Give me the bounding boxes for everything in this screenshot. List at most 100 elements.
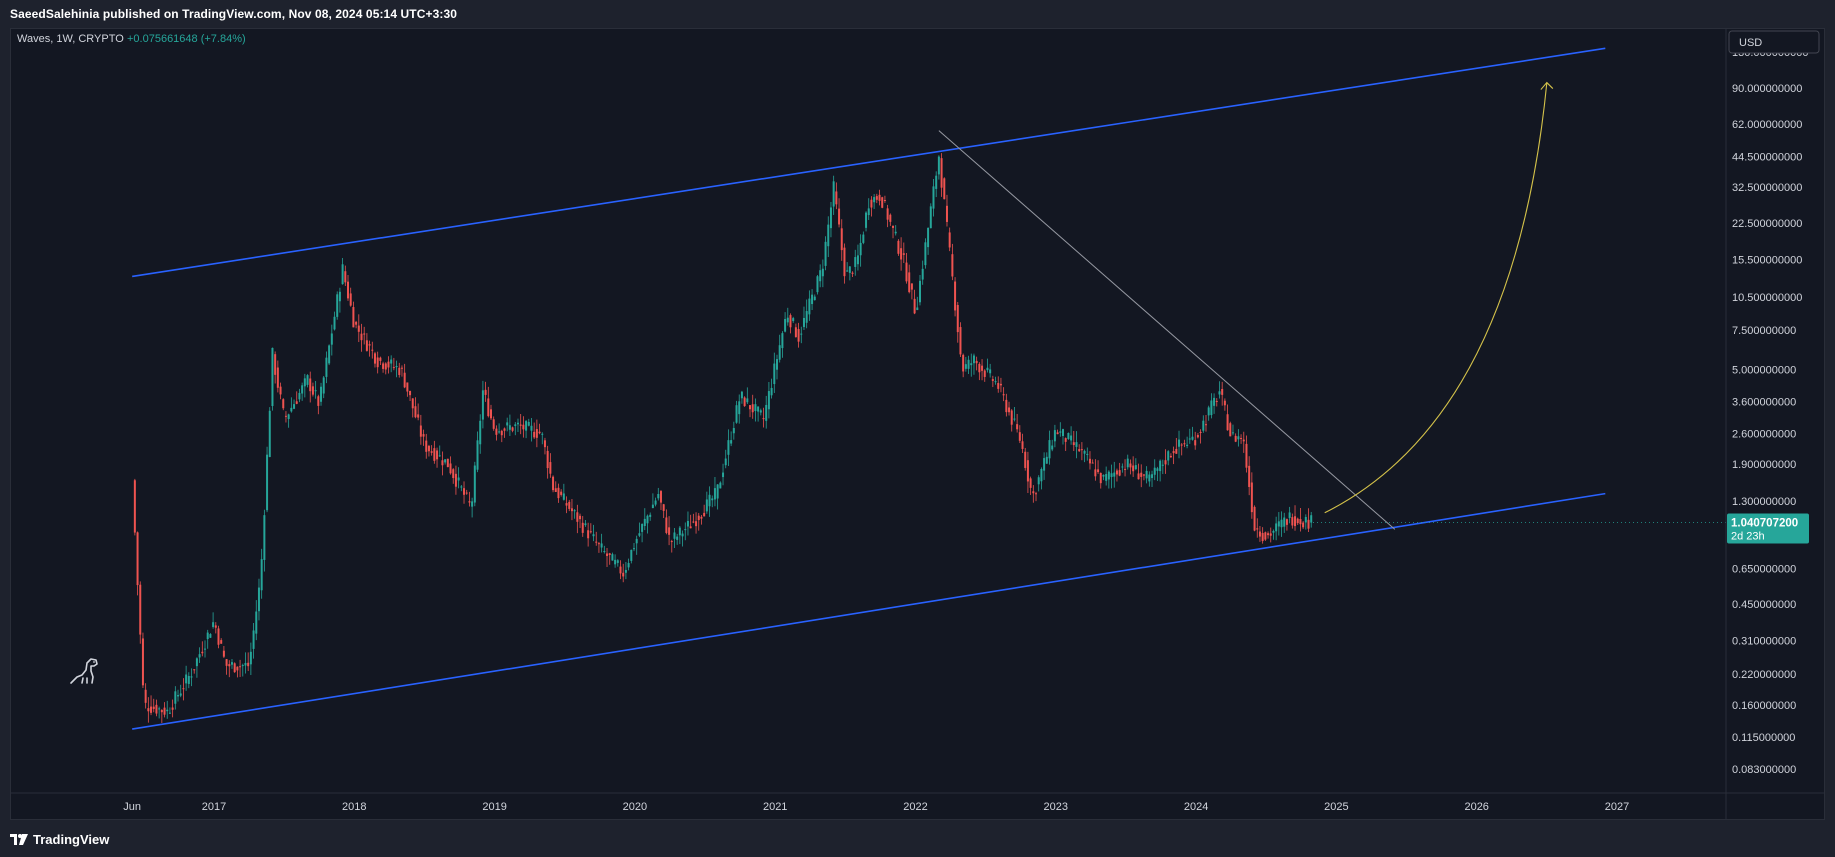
candle-body bbox=[967, 359, 970, 369]
x-tick-label: 2023 bbox=[1044, 801, 1068, 813]
candle-body bbox=[1307, 519, 1310, 529]
candle-body bbox=[220, 640, 223, 644]
candle-body bbox=[627, 562, 630, 568]
candle-body bbox=[999, 383, 1002, 386]
candle-body bbox=[619, 566, 622, 574]
x-tick-label: 2017 bbox=[202, 801, 226, 813]
candle-body bbox=[252, 630, 255, 649]
candle-body bbox=[1124, 468, 1127, 470]
candle-body bbox=[287, 414, 290, 420]
candle-body bbox=[630, 549, 633, 561]
candle-body bbox=[951, 254, 954, 277]
candles bbox=[133, 153, 1313, 724]
candle-body bbox=[452, 469, 455, 479]
currency-label[interactable]: USD bbox=[1739, 37, 1762, 49]
channel-lower-line[interactable] bbox=[132, 492, 1606, 730]
candle-body bbox=[1026, 460, 1029, 482]
candle-body bbox=[147, 708, 150, 712]
candle-body bbox=[1223, 400, 1226, 406]
candle-body bbox=[614, 559, 617, 565]
candle-body bbox=[792, 318, 795, 322]
candle-body bbox=[708, 494, 711, 507]
candle-body bbox=[1035, 493, 1038, 495]
currency-selector-box[interactable] bbox=[1728, 30, 1820, 54]
candle-body bbox=[282, 399, 285, 409]
y-tick-label: 0.115000000 bbox=[1732, 732, 1795, 744]
candle-body bbox=[268, 410, 271, 457]
candle-body bbox=[1267, 533, 1270, 536]
candle-body bbox=[700, 516, 703, 519]
candle-body bbox=[997, 383, 1000, 389]
candle-body bbox=[379, 357, 382, 361]
trendline[interactable] bbox=[938, 130, 1396, 530]
candle-body bbox=[1153, 467, 1156, 475]
candle-body bbox=[516, 422, 519, 425]
candle-body bbox=[1237, 436, 1240, 440]
candle-body bbox=[584, 523, 587, 526]
channel-upper-line[interactable] bbox=[132, 47, 1606, 278]
brand[interactable]: TradingView bbox=[10, 832, 109, 847]
candle-body bbox=[786, 317, 789, 323]
candle-body bbox=[746, 398, 749, 403]
candle-body bbox=[1048, 440, 1051, 459]
candle-body bbox=[805, 311, 808, 323]
candle-body bbox=[684, 529, 687, 531]
candle-body bbox=[1107, 471, 1110, 480]
candle-body bbox=[824, 241, 827, 266]
candle-body bbox=[902, 253, 905, 255]
last-price-value: 1.040707200 bbox=[1731, 518, 1798, 530]
candle-body bbox=[991, 379, 994, 381]
y-tick-label: 0.310000000 bbox=[1732, 636, 1796, 648]
candle-body bbox=[150, 706, 153, 713]
candle-body bbox=[387, 361, 390, 368]
candle-body bbox=[481, 390, 484, 420]
candle-body bbox=[438, 455, 441, 457]
candle-body bbox=[727, 440, 730, 455]
candle-body bbox=[597, 543, 600, 545]
candle-body bbox=[738, 401, 741, 415]
candle-body bbox=[247, 662, 250, 667]
candle-body bbox=[371, 349, 374, 351]
candle-body bbox=[705, 499, 708, 512]
candle-body bbox=[212, 622, 215, 627]
candle-body bbox=[770, 387, 773, 396]
dinosaur-icon bbox=[70, 658, 98, 684]
candle-body bbox=[349, 293, 352, 306]
candle-body bbox=[495, 428, 498, 435]
candle-body bbox=[932, 186, 935, 209]
candle-body bbox=[1167, 451, 1170, 461]
candle-body bbox=[732, 428, 735, 434]
candle-body bbox=[395, 365, 398, 368]
candle-body bbox=[778, 345, 781, 360]
candle-body bbox=[622, 572, 625, 577]
y-tick-label: 2.600000000 bbox=[1732, 428, 1796, 440]
candle-body bbox=[892, 225, 895, 228]
candle-body bbox=[1010, 410, 1013, 425]
brand-name[interactable]: TradingView bbox=[33, 832, 110, 847]
candle-body bbox=[244, 662, 247, 666]
candle-body bbox=[929, 206, 932, 229]
candle-body bbox=[330, 333, 333, 345]
candle-body bbox=[808, 298, 811, 315]
candle-body bbox=[1097, 469, 1100, 473]
candle-body bbox=[1199, 431, 1202, 434]
candle-body bbox=[1151, 474, 1154, 478]
candle-body bbox=[338, 291, 341, 302]
candle-body bbox=[832, 181, 835, 207]
candle-body bbox=[765, 404, 768, 421]
candle-body bbox=[743, 397, 746, 407]
candle-body bbox=[546, 450, 549, 469]
candle-body bbox=[835, 191, 838, 205]
candle-body bbox=[1005, 399, 1008, 413]
candle-body bbox=[1188, 438, 1191, 440]
candle-body bbox=[573, 510, 576, 512]
candle-body bbox=[1277, 521, 1280, 527]
candle-body bbox=[681, 533, 684, 537]
chart-frame[interactable]: 130.00000000090.00000000062.00000000044.… bbox=[10, 28, 1825, 820]
currency-selector[interactable]: USD bbox=[1728, 30, 1820, 54]
candle-body bbox=[1156, 468, 1159, 471]
chart-svg[interactable]: 130.00000000090.00000000062.00000000044.… bbox=[11, 29, 1824, 819]
projection-arrow[interactable] bbox=[1324, 82, 1548, 514]
candle-body bbox=[937, 156, 940, 175]
tradingview-logo-icon[interactable] bbox=[10, 834, 28, 845]
